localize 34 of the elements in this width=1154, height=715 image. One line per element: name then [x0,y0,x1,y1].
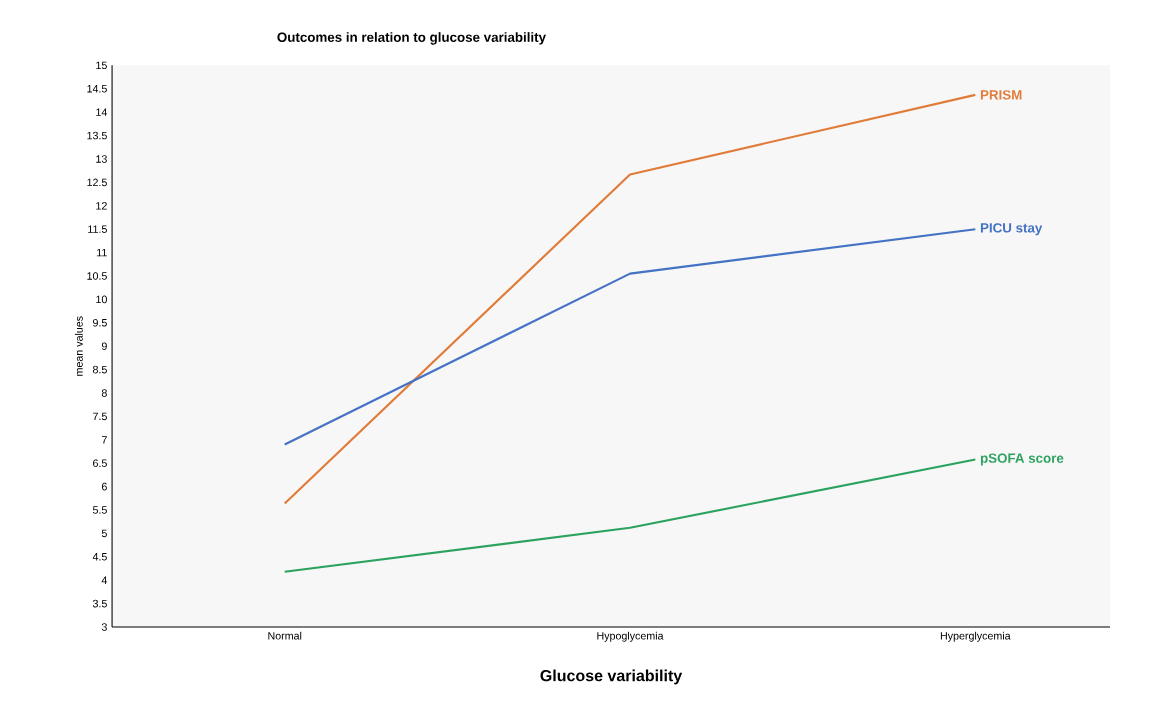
y-tick-label: 7.5 [93,412,107,421]
series-label: pSOFA score [980,453,1064,466]
y-tick-label: 6 [101,482,107,491]
y-tick-label: 12.5 [87,178,107,187]
y-tick-label: 8.5 [92,365,107,374]
y-tick-label: 3 [101,623,107,631]
y-tick-label: 14 [96,108,108,116]
series-label: PICU stay [980,223,1043,236]
y-tick-label: 13.5 [87,131,107,140]
y-tick-label: 4 [101,576,108,584]
y-axis-title: mean values [74,316,83,376]
x-tick-label: Hyperglycemia [940,631,1011,642]
y-tick-label: 5 [101,529,107,538]
y-tick-label: 9.5 [93,318,107,327]
y-tick-label: 12 [96,202,107,210]
y-tick-label: 7 [101,436,107,444]
y-tick-label: 4.5 [92,553,107,561]
y-tick-label: 5.5 [92,506,107,514]
y-tick-label: 15 [96,61,107,70]
y-tick-label: 8 [101,389,107,397]
y-tick-label: 11 [97,248,107,257]
y-tick-label: 6.5 [93,459,107,467]
series-label: PRISM [980,90,1022,100]
x-tick-label: Normal [268,631,302,640]
y-tick-label: 13 [96,155,107,163]
y-tick-label: 10 [96,295,107,304]
x-axis-title: Glucose variability [540,669,683,685]
y-tick-label: 11.5 [88,225,107,233]
y-tick-label: 10.5 [87,272,107,280]
y-tick-label: 9 [101,342,107,350]
y-tick-label: 3.5 [92,599,107,608]
chart-title: Outcomes in relation to glucose variability [277,32,546,45]
x-tick-label: Hypoglycemia [597,631,664,642]
y-tick-label: 14.5 [87,85,107,93]
